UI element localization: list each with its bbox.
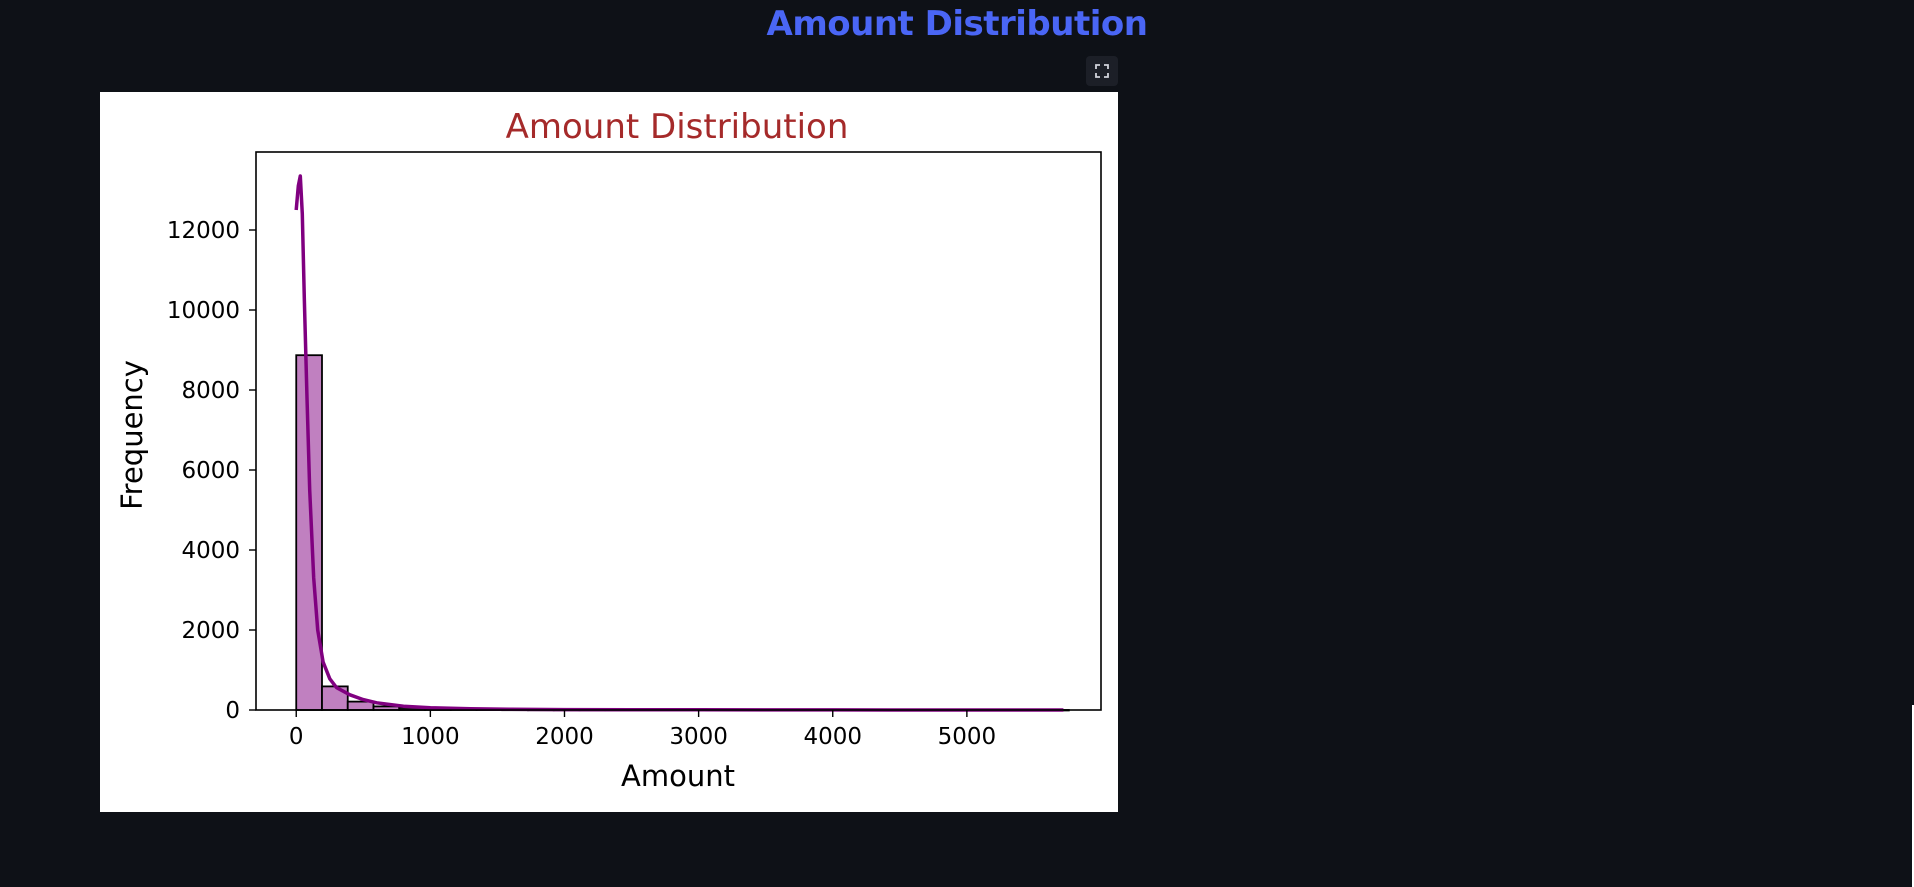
y-tick-label: 10000 <box>167 298 240 324</box>
plot-frame <box>255 151 1102 711</box>
chart-card: Amount Distribution 0 1000 2000 3000 4000 500… <box>100 92 1118 812</box>
chart-title: Amount Distribution <box>506 107 849 147</box>
x-tick-label: 1000 <box>401 724 460 750</box>
fullscreen-expand-icon <box>1095 64 1109 78</box>
window-edge <box>1912 705 1914 887</box>
x-tick-label: 5000 <box>938 724 997 750</box>
x-tick-label: 0 <box>289 724 304 750</box>
y-tick-label: 4000 <box>181 538 240 564</box>
y-tick-label: 6000 <box>181 458 240 484</box>
histogram-chart: Amount Distribution 0 1000 2000 3000 4000 500… <box>115 107 1102 793</box>
page-title: Amount Distribution <box>766 4 1148 44</box>
x-tick-label: 4000 <box>803 724 862 750</box>
x-tick-label: 3000 <box>669 724 728 750</box>
kde-curve <box>294 174 1064 712</box>
fullscreen-button[interactable] <box>1086 56 1118 86</box>
y-axis-label: Frequency <box>115 360 149 510</box>
histogram-bar <box>295 354 323 711</box>
x-tick-label: 2000 <box>535 724 594 750</box>
y-tick-label: 0 <box>225 698 240 724</box>
y-tick-label: 2000 <box>181 618 240 644</box>
y-tick-label: 8000 <box>181 378 240 404</box>
x-axis-label: Amount <box>621 759 735 793</box>
y-tick-label: 12000 <box>167 218 240 244</box>
